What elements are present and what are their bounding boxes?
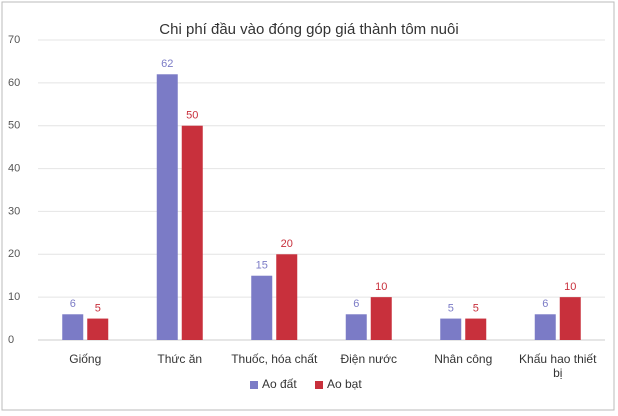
data-label: 6 xyxy=(353,298,359,310)
x-tick-label: Thuốc, hóa chất xyxy=(231,352,318,366)
data-label: 62 xyxy=(161,58,173,70)
data-label: 6 xyxy=(70,298,76,310)
y-tick-label: 50 xyxy=(8,120,20,132)
chart-title: Chi phí đầu vào đóng góp giá thành tôm n… xyxy=(159,21,458,38)
x-tick-label: Điện nước xyxy=(340,352,398,366)
data-label: 5 xyxy=(95,302,101,314)
data-label: 5 xyxy=(473,302,479,314)
bar xyxy=(559,297,581,340)
data-label: 10 xyxy=(564,281,576,293)
data-label: 6 xyxy=(542,298,548,310)
y-tick-label: 60 xyxy=(8,77,20,89)
legend-swatch xyxy=(250,381,258,389)
bar xyxy=(156,74,178,341)
bar xyxy=(181,125,203,340)
legend-swatch xyxy=(315,381,323,389)
y-tick-label: 40 xyxy=(8,162,20,174)
bar xyxy=(370,297,392,340)
data-label: 10 xyxy=(375,281,387,293)
data-label: 50 xyxy=(186,110,198,122)
bar xyxy=(345,314,367,340)
data-label: 5 xyxy=(448,302,454,314)
bar xyxy=(251,275,273,340)
bar xyxy=(465,318,487,340)
y-tick-label: 70 xyxy=(8,34,20,46)
legend-label: Ao đất xyxy=(262,377,297,391)
x-tick-label: Thức ăn xyxy=(157,352,203,366)
x-tick-label: Nhân công xyxy=(434,352,493,366)
x-tick-label: Khấu hao thiết bị xyxy=(519,352,597,380)
y-tick-label: 0 xyxy=(8,334,14,346)
bar xyxy=(440,318,462,340)
legend-label: Ao bạt xyxy=(327,377,362,391)
y-tick-label: 20 xyxy=(8,248,20,260)
x-tick-label: Giống xyxy=(69,352,102,366)
bar xyxy=(62,314,84,340)
data-label: 15 xyxy=(256,260,268,272)
chart-border xyxy=(1,1,615,411)
bar xyxy=(534,314,556,340)
bar xyxy=(87,318,109,340)
data-label: 20 xyxy=(281,238,293,250)
bar xyxy=(276,254,298,340)
y-tick-label: 10 xyxy=(8,291,20,303)
y-tick-label: 30 xyxy=(8,205,20,217)
